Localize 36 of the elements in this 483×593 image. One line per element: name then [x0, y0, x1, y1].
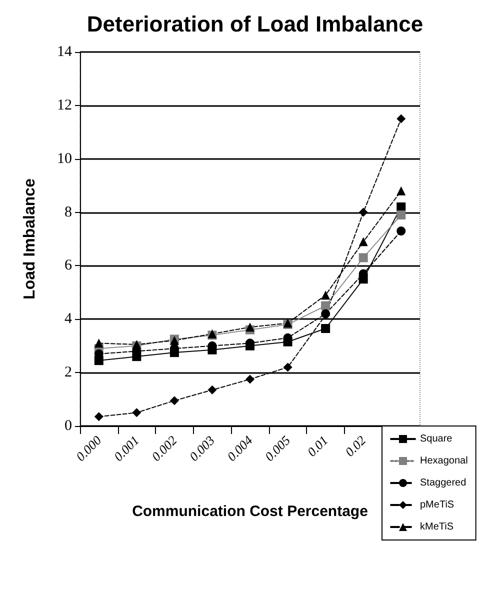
y-tick-label: 14: [57, 44, 72, 60]
y-tick-label: 12: [57, 97, 72, 114]
point: [358, 253, 368, 262]
point: [321, 290, 330, 300]
legend-label: Staggered: [420, 478, 466, 488]
point: [358, 208, 368, 217]
point: [321, 324, 330, 333]
point: [396, 226, 406, 236]
point: [396, 114, 406, 124]
y-tick-label: 10: [57, 150, 72, 167]
point: [94, 338, 104, 348]
point: [321, 301, 330, 310]
legend-label: pMeTiS: [420, 500, 454, 510]
point: [170, 396, 179, 406]
x-tick-label: 0.02: [342, 432, 369, 460]
point: [208, 385, 217, 394]
legend-label: kMeTiS: [420, 522, 454, 532]
x-axis-title: Communication Cost Percentage: [132, 503, 368, 520]
legend-label: Hexagonal: [420, 456, 468, 466]
point: [132, 408, 142, 418]
point: [246, 322, 254, 332]
y-axis-title: Load Imbalance: [22, 178, 38, 300]
chart-title: Deterioration of Load Imbalance: [86, 12, 424, 36]
y-tick-label: 2: [64, 364, 72, 381]
point: [246, 374, 254, 384]
point: [283, 362, 292, 372]
y-tick-label: 4: [64, 311, 72, 328]
y-tick-label: 0: [64, 418, 72, 434]
point: [396, 210, 406, 220]
legend-label: Square: [420, 434, 453, 444]
x-tick-label: 0.01: [304, 432, 331, 460]
point: [358, 237, 368, 246]
y-tick-label: 6: [64, 258, 72, 274]
point: [94, 412, 104, 422]
point: [396, 186, 406, 196]
y-tick-label: 8: [64, 204, 72, 220]
